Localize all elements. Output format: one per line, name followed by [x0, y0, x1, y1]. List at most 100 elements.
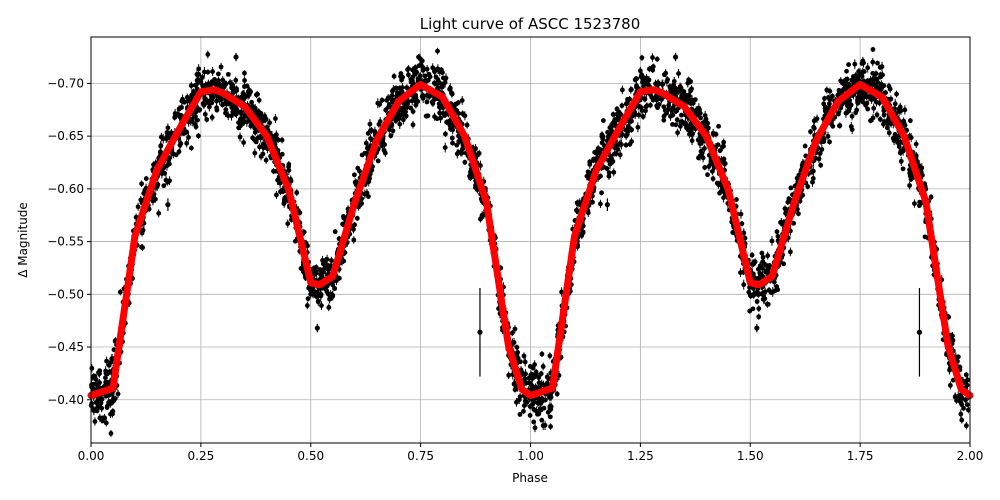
marker	[660, 81, 666, 87]
data-point	[865, 62, 871, 73]
data-point	[643, 106, 648, 116]
marker	[787, 249, 793, 255]
data-point	[176, 148, 182, 155]
data-point	[907, 181, 912, 190]
marker	[216, 71, 221, 77]
data-point	[365, 130, 371, 136]
marker	[403, 113, 409, 119]
marker	[884, 125, 890, 131]
data-point	[104, 356, 109, 366]
data-point	[305, 295, 311, 302]
marker	[530, 401, 536, 407]
marker	[734, 197, 739, 202]
data-point	[788, 185, 794, 191]
marker	[874, 112, 880, 118]
marker	[540, 364, 546, 369]
data-point	[151, 161, 156, 169]
data-point	[135, 202, 141, 211]
data-point	[184, 129, 190, 136]
marker	[547, 353, 553, 359]
marker	[796, 211, 801, 217]
data-point	[391, 73, 397, 80]
marker	[606, 173, 612, 179]
marker	[844, 68, 849, 74]
data-point	[242, 70, 247, 77]
marker	[868, 118, 873, 124]
marker	[117, 289, 123, 295]
marker	[637, 68, 643, 74]
marker	[599, 190, 604, 196]
data-point	[205, 69, 211, 75]
marker	[802, 143, 808, 149]
marker	[165, 125, 171, 131]
data-point	[623, 142, 629, 148]
marker	[623, 142, 629, 148]
marker	[326, 304, 332, 310]
data-point	[539, 351, 545, 358]
data-point	[514, 344, 520, 351]
marker	[830, 93, 835, 99]
marker	[354, 215, 360, 221]
marker	[332, 286, 338, 291]
data-point	[554, 390, 560, 398]
marker	[894, 91, 899, 97]
data-point	[454, 142, 460, 148]
marker	[599, 132, 605, 138]
marker	[788, 185, 794, 191]
marker	[413, 102, 419, 108]
marker	[739, 221, 745, 227]
data-point	[435, 47, 440, 55]
marker	[241, 140, 247, 145]
marker	[195, 117, 200, 123]
marker	[351, 172, 357, 178]
data-point	[406, 71, 411, 79]
marker	[741, 282, 747, 288]
marker	[473, 182, 478, 188]
marker	[180, 96, 185, 102]
data-point	[637, 66, 643, 75]
marker	[151, 162, 156, 168]
marker	[676, 71, 681, 76]
data-point	[913, 140, 919, 149]
marker	[881, 119, 887, 125]
data-point	[538, 370, 544, 377]
marker	[756, 306, 762, 312]
data-point	[329, 256, 334, 265]
marker	[763, 262, 768, 268]
data-point	[143, 175, 149, 182]
data-point	[351, 172, 357, 178]
data-point	[260, 139, 266, 149]
data-point	[218, 62, 224, 71]
data-point	[139, 180, 144, 187]
data-point	[958, 409, 964, 419]
marker	[907, 118, 913, 124]
data-point	[756, 305, 762, 312]
marker	[774, 229, 780, 235]
data-point	[304, 301, 310, 310]
data-point	[894, 90, 899, 98]
marker	[825, 133, 831, 139]
data-point	[710, 167, 715, 175]
data-point	[636, 111, 642, 119]
marker	[678, 123, 683, 129]
marker	[92, 419, 98, 424]
marker	[689, 138, 695, 144]
marker	[844, 76, 850, 82]
data-point	[252, 148, 258, 158]
data-point	[332, 285, 338, 292]
marker	[186, 135, 191, 140]
data-point	[285, 219, 291, 228]
marker	[683, 122, 689, 127]
data-point	[92, 417, 98, 426]
data-point	[877, 116, 883, 123]
data-point	[959, 416, 965, 424]
marker	[636, 112, 642, 118]
data-point	[442, 142, 448, 153]
data-point	[547, 352, 553, 360]
data-point	[326, 303, 332, 312]
data-point	[928, 193, 934, 201]
marker	[877, 116, 883, 122]
data-point	[683, 120, 689, 129]
marker	[242, 78, 247, 83]
marker	[902, 107, 908, 113]
